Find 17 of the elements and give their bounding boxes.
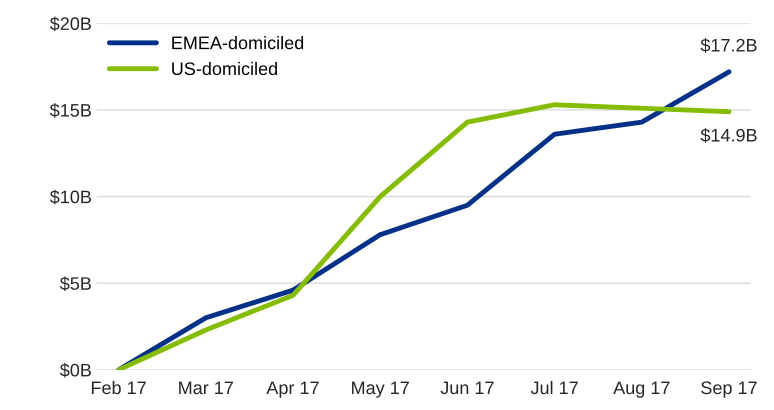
y-tick-label: $15B (50, 103, 91, 118)
legend-label: EMEA-domiciled (172, 36, 304, 50)
y-tick-label: $10B (50, 190, 91, 204)
x-tick-label: May 17 (352, 382, 409, 398)
x-tick-label: Feb 17 (92, 380, 146, 394)
y-tick-label: $0B (60, 362, 91, 378)
y-tick-label: $20B (50, 16, 91, 32)
data-label: $14.9B (700, 128, 757, 143)
x-tick-label: Apr 17 (266, 382, 319, 398)
legend-label: US-domiciled (172, 62, 277, 76)
x-tick-label: Mar 17 (179, 382, 233, 394)
x-tick-label: Jul 17 (530, 380, 578, 394)
x-tick-label: Aug 17 (613, 382, 670, 398)
data-label: $17.2B (700, 38, 757, 53)
x-tick-label: Sep 17 (701, 381, 757, 398)
y-tick-label: $5B (60, 276, 91, 291)
x-tick-label: Jun 17 (440, 382, 494, 394)
